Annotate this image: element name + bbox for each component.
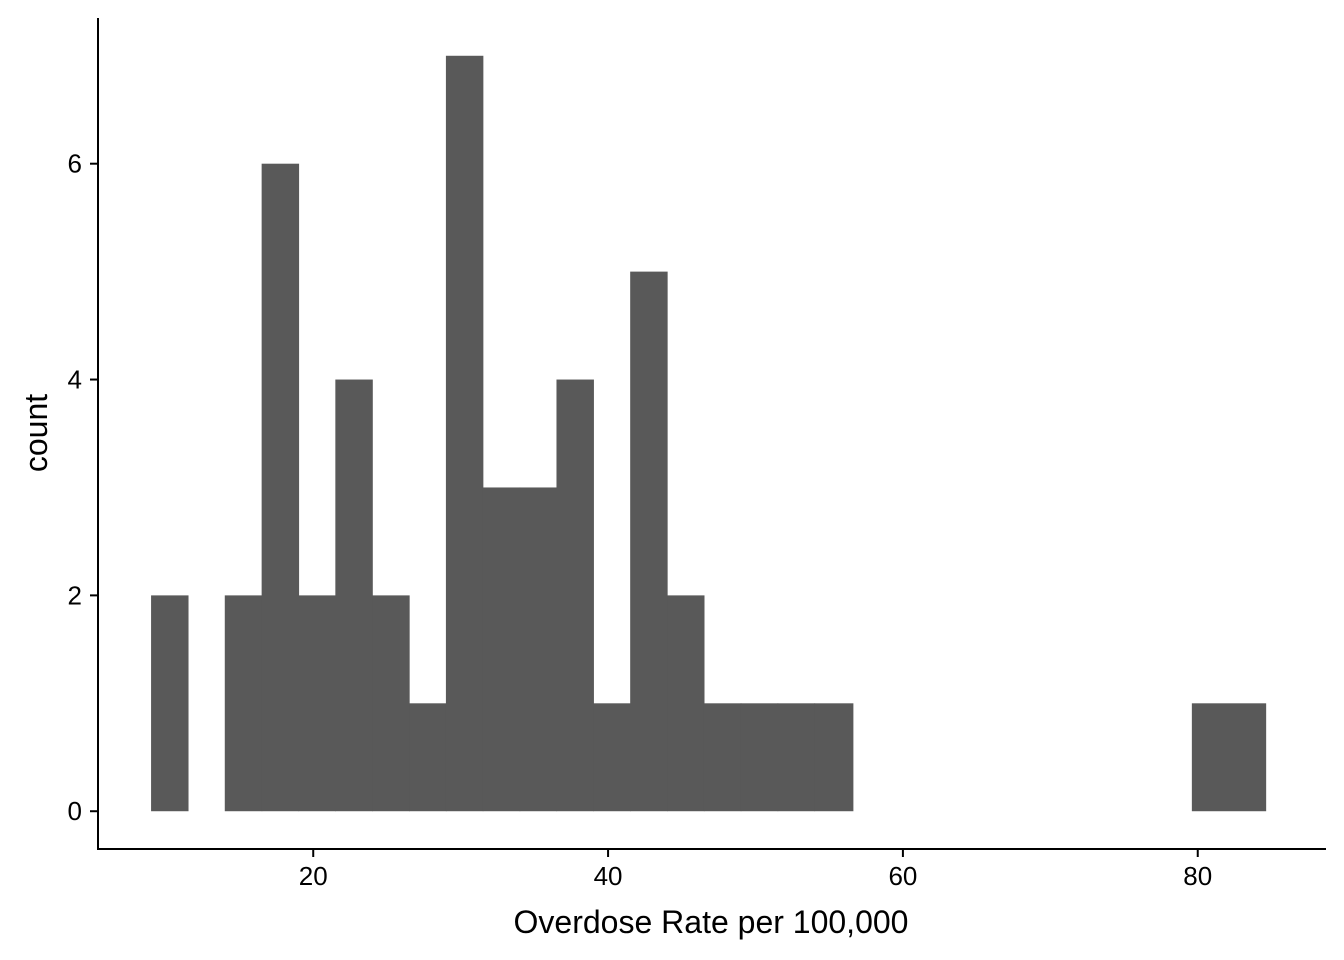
histogram-bar-17 — [777, 703, 816, 812]
y-ticks-group: 0 2 4 6 — [68, 149, 98, 826]
y-tick-label-6: 6 — [68, 149, 82, 179]
histogram-bar-16 — [740, 703, 779, 812]
y-tick-label-0: 0 — [68, 796, 82, 826]
histogram-bar-0 — [151, 595, 189, 812]
histogram-bar-13 — [630, 271, 668, 812]
histogram-bar-5 — [335, 379, 373, 812]
histogram-bar-19 — [1191, 703, 1267, 812]
bars-group — [151, 55, 1267, 812]
histogram-bar-14 — [667, 595, 705, 812]
x-tick-label-80: 80 — [1183, 861, 1212, 891]
histogram-bar-7 — [409, 703, 447, 812]
x-tick-label-20: 20 — [299, 861, 328, 891]
x-tick-label-40: 40 — [594, 861, 623, 891]
x-ticks-group: 20 40 60 80 — [299, 849, 1212, 891]
histogram-bar-15 — [703, 703, 742, 812]
histogram-bar-12 — [593, 703, 631, 812]
y-tick-label-4: 4 — [68, 365, 82, 395]
histogram-bar-3 — [261, 163, 300, 812]
x-tick-label-60: 60 — [888, 861, 917, 891]
y-axis-title: count — [18, 394, 54, 472]
histogram-bar-2 — [224, 595, 263, 812]
histogram-bar-10 — [519, 487, 558, 812]
histogram-bar-6 — [372, 595, 410, 812]
histogram-bar-18 — [814, 703, 854, 812]
histogram-bar-8 — [445, 55, 484, 812]
histogram-bar-11 — [556, 379, 594, 812]
histogram-bar-4 — [298, 595, 336, 812]
histogram-bar-9 — [482, 487, 521, 812]
x-axis-title: Overdose Rate per 100,000 — [514, 904, 909, 940]
y-tick-label-2: 2 — [68, 580, 82, 610]
